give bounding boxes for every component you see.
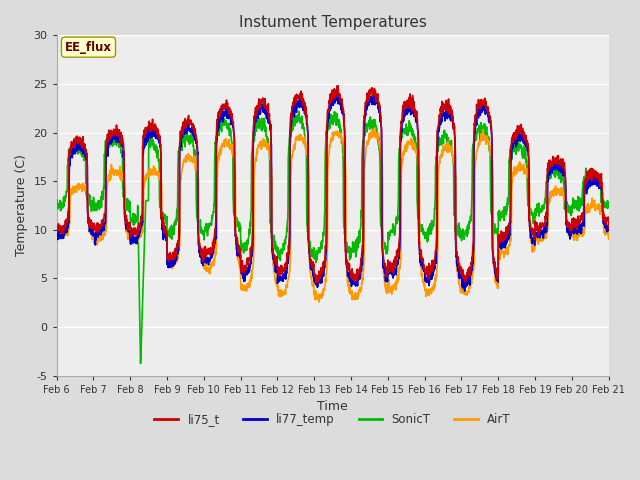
Bar [57, 181, 609, 230]
Text: EE_flux: EE_flux [65, 41, 112, 54]
Bar [57, 230, 609, 278]
Bar [57, 278, 609, 327]
Bar [57, 36, 609, 84]
Bar [57, 327, 609, 375]
Bar [57, 0, 609, 36]
Y-axis label: Temperature (C): Temperature (C) [15, 155, 28, 256]
X-axis label: Time: Time [317, 400, 348, 413]
Bar [57, 84, 609, 132]
Title: Instument Temperatures: Instument Temperatures [239, 15, 427, 30]
Bar [57, 132, 609, 181]
Legend: li75_t, li77_temp, SonicT, AirT: li75_t, li77_temp, SonicT, AirT [150, 408, 516, 431]
